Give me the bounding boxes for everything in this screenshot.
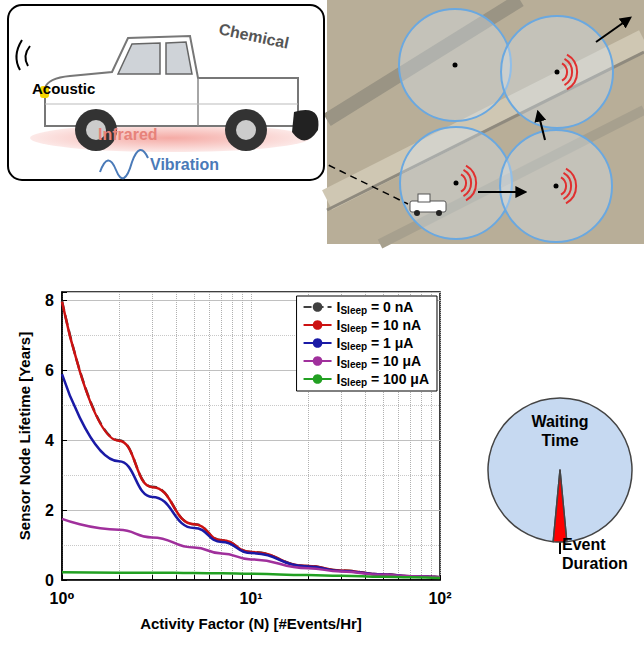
svg-text:Sleep: Sleep bbox=[340, 323, 367, 334]
svg-text:I: I bbox=[336, 317, 341, 333]
svg-text:8: 8 bbox=[45, 292, 54, 309]
svg-text:Infrared: Infrared bbox=[98, 126, 158, 143]
svg-text:Sleep: Sleep bbox=[340, 341, 367, 352]
svg-text:Waiting: Waiting bbox=[531, 413, 588, 430]
svg-text:2: 2 bbox=[45, 502, 54, 519]
svg-text:0: 0 bbox=[45, 572, 54, 589]
svg-text:Event: Event bbox=[562, 536, 606, 553]
svg-text:Acoustic: Acoustic bbox=[32, 80, 95, 97]
svg-text:= 10 nA: = 10 nA bbox=[367, 317, 421, 333]
svg-text:I: I bbox=[336, 299, 341, 315]
svg-text:= 10 μA: = 10 μA bbox=[367, 353, 421, 369]
svg-text:Activity Factor (N) [#Events/H: Activity Factor (N) [#Events/Hr] bbox=[140, 615, 362, 632]
svg-text:Chemical: Chemical bbox=[217, 20, 290, 51]
svg-text:Time: Time bbox=[541, 432, 578, 449]
svg-text:I: I bbox=[336, 371, 341, 387]
svg-text:Sleep: Sleep bbox=[340, 359, 367, 370]
svg-text:10²: 10² bbox=[428, 590, 451, 607]
svg-text:I: I bbox=[336, 353, 341, 369]
svg-text:= 0 nA: = 0 nA bbox=[367, 299, 413, 315]
svg-text:Sleep: Sleep bbox=[340, 377, 367, 388]
svg-text:Sleep: Sleep bbox=[340, 305, 367, 316]
svg-text:I: I bbox=[336, 335, 341, 351]
svg-text:Duration: Duration bbox=[562, 555, 628, 572]
svg-text:Sensor Node Lifetime [Years]: Sensor Node Lifetime [Years] bbox=[16, 332, 33, 540]
svg-text:= 1 μA: = 1 μA bbox=[367, 335, 413, 351]
svg-text:4: 4 bbox=[45, 432, 54, 449]
svg-text:10⁰: 10⁰ bbox=[50, 590, 75, 607]
svg-text:= 100 μA: = 100 μA bbox=[367, 371, 429, 387]
svg-text:6: 6 bbox=[45, 362, 54, 379]
svg-text:10¹: 10¹ bbox=[239, 590, 262, 607]
svg-text:Vibration: Vibration bbox=[150, 156, 219, 173]
